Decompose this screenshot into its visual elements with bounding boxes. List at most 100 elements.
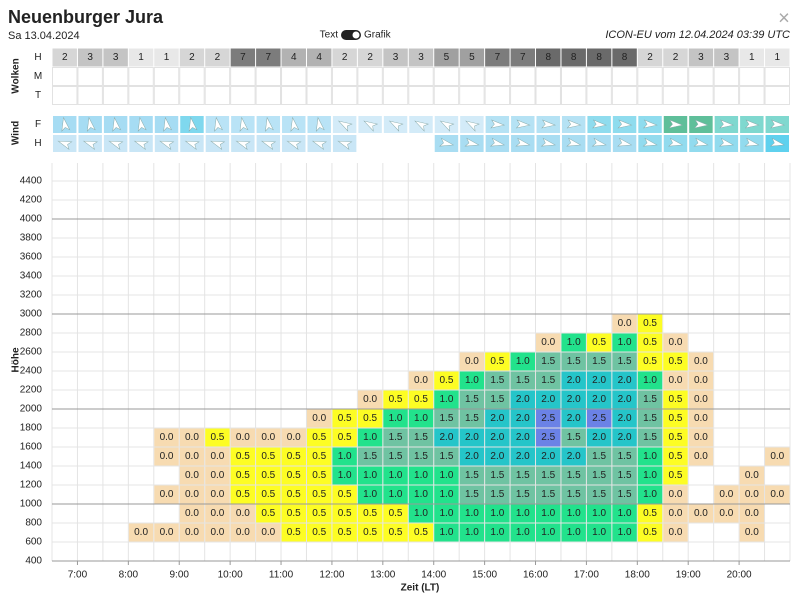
thermal-value: 1.5 (516, 470, 530, 481)
thermal-value: 0.0 (669, 375, 683, 386)
y-tick-label: 1800 (20, 423, 43, 434)
thermal-value: 0.5 (287, 527, 301, 538)
thermal-cell (485, 485, 510, 504)
thermal-value: 1.0 (363, 470, 377, 481)
thermal-value: 0.0 (160, 489, 174, 500)
cloud-cell (739, 48, 765, 67)
cloud-cell-empty (281, 86, 307, 105)
thermal-value: 0.5 (669, 451, 683, 462)
wind-arrow (744, 119, 760, 129)
thermal-cell (230, 447, 256, 466)
thermal-value: 1.5 (363, 451, 377, 462)
thermal-value: 1.0 (439, 394, 453, 405)
thermal-cell (663, 409, 688, 428)
y-tick-label: 1600 (20, 442, 43, 453)
thermal-cell (154, 523, 179, 542)
cloud-cell (434, 48, 459, 67)
cloud-value: 7 (495, 52, 501, 63)
thermal-value: 1.0 (541, 508, 555, 519)
thermal-cell (536, 352, 561, 371)
wind-arrow (388, 120, 404, 132)
thermal-value: 0.5 (312, 432, 326, 443)
cloud-value: 8 (545, 52, 551, 63)
thermal-value: 1.5 (465, 470, 479, 481)
thermal-cell (612, 314, 637, 333)
y-tick-label: 2000 (20, 404, 43, 415)
cloud-cell-empty (331, 67, 358, 86)
thermal-value: 0.5 (389, 394, 403, 405)
thermal-value: 2.0 (592, 375, 606, 386)
cloud-cell (77, 48, 103, 67)
wind-arrow (214, 116, 223, 132)
x-tick-label: 19:00 (676, 570, 701, 581)
wind-arrow (617, 137, 633, 147)
cloud-cell-empty (52, 67, 78, 86)
thermal-cell (663, 504, 688, 523)
thermal-cell (586, 352, 612, 371)
toggle-label-text[interactable]: Text (320, 30, 339, 41)
thermal-value: 0.0 (669, 337, 683, 348)
toggle-label-grafik[interactable]: Grafik (364, 30, 392, 41)
thermal-value: 1.5 (490, 470, 504, 481)
thermal-cell (612, 409, 637, 428)
thermal-value: 2.0 (592, 432, 606, 443)
thermal-cell (637, 504, 663, 523)
x-tick-label: 17:00 (574, 570, 599, 581)
thermal-cell (306, 409, 332, 428)
cloud-cell-empty (77, 86, 103, 105)
thermal-cell (637, 333, 663, 352)
thermal-value: 0.0 (185, 527, 199, 538)
thermal-value: 0.0 (160, 451, 174, 462)
thermal-value: 1.0 (490, 508, 504, 519)
thermal-value: 1.5 (592, 451, 606, 462)
thermal-cell (688, 352, 714, 371)
cloud-cell-empty (204, 86, 231, 105)
toggle-knob[interactable] (352, 31, 360, 39)
thermal-value: 1.5 (465, 489, 479, 500)
thermal-cell (612, 428, 637, 447)
thermal-value: 0.0 (236, 527, 250, 538)
thermal-cell (510, 466, 536, 485)
cloud-cell-empty (459, 67, 485, 86)
thermal-cell (179, 523, 205, 542)
cloud-value: 1 (164, 52, 170, 63)
wind-row-label: H (34, 138, 41, 149)
cloud-value: 1 (138, 52, 144, 63)
cloud-cell-empty (510, 86, 536, 105)
thermal-value: 0.0 (694, 375, 708, 386)
thermal-cell (663, 523, 688, 542)
thermal-cell (154, 447, 179, 466)
cloud-cell (510, 48, 536, 67)
thermal-value: 1.0 (414, 489, 428, 500)
close-button[interactable]: × (778, 7, 790, 29)
thermal-cell (586, 485, 612, 504)
cloud-cell-empty (408, 86, 434, 105)
x-tick-label: 15:00 (472, 570, 497, 581)
thermal-value: 1.5 (490, 489, 504, 500)
thermal-value: 0.0 (770, 489, 784, 500)
x-tick-label: 12:00 (319, 570, 344, 581)
title: Neuenburger Jura (8, 7, 164, 27)
thermal-cell (612, 523, 637, 542)
thermal-cell (663, 447, 688, 466)
thermal-cell (383, 466, 408, 485)
cloud-cell-empty (128, 86, 154, 105)
cloud-cell-empty (459, 86, 485, 105)
thermal-value: 0.5 (389, 527, 403, 538)
thermal-value: 2.0 (516, 451, 530, 462)
wind-arrow (133, 140, 149, 150)
cloud-value: 2 (367, 52, 373, 63)
thermal-value: 0.0 (185, 508, 199, 519)
thermal-value: 0.5 (414, 394, 428, 405)
thermal-cell (510, 409, 536, 428)
thermal-value: 0.0 (363, 394, 377, 405)
thermal-cell (408, 371, 434, 390)
thermal-cell (434, 504, 459, 523)
y-tick-label: 4200 (20, 195, 43, 206)
thermal-cell (179, 504, 205, 523)
thermal-value: 1.5 (389, 451, 403, 462)
thermal-value: 2.0 (592, 394, 606, 405)
thermal-value: 1.5 (439, 413, 453, 424)
cloud-cell (205, 48, 230, 67)
thermal-cell (306, 428, 332, 447)
